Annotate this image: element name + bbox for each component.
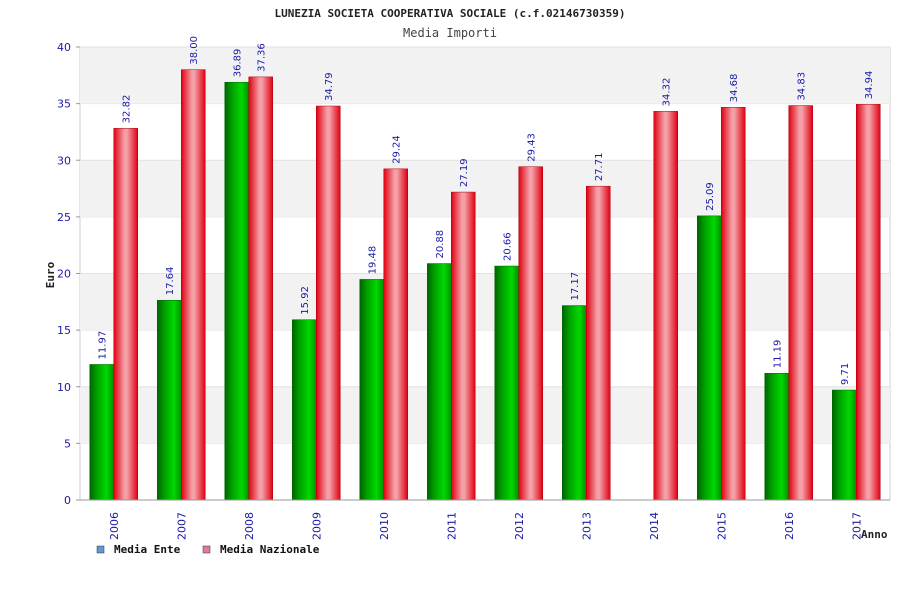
data-label: 34.79 — [324, 72, 335, 101]
data-label: 17.17 — [570, 272, 581, 301]
bar-media-nazionale — [856, 104, 881, 501]
x-tick-label: 2011 — [445, 512, 458, 540]
data-label: 27.19 — [459, 158, 470, 187]
data-label: 38.00 — [189, 36, 200, 65]
legend-swatch-media-nazionale — [202, 545, 211, 554]
x-tick-label: 2010 — [378, 512, 391, 540]
legend-swatch-media-ente — [96, 545, 105, 554]
bar-media-ente — [157, 299, 182, 501]
bar-media-nazionale — [586, 185, 611, 501]
y-tick-label: 5 — [64, 437, 71, 450]
data-label: 17.64 — [165, 267, 176, 296]
x-tick-label: 2006 — [108, 512, 121, 540]
grid-band — [80, 273, 890, 331]
bar-media-ente — [832, 389, 857, 501]
data-label: 32.82 — [122, 95, 133, 124]
legend-label-media-nazionale: Media Nazionale — [220, 543, 320, 556]
data-label: 34.32 — [662, 78, 673, 107]
data-label: 29.24 — [392, 135, 403, 164]
grid-bands — [79, 46, 891, 501]
bar-media-ente — [494, 265, 519, 501]
bar-media-nazionale — [518, 166, 543, 501]
data-label: 15.92 — [300, 286, 311, 315]
data-label: 20.66 — [503, 232, 514, 261]
bar-media-nazionale — [248, 76, 273, 501]
y-axis-label: Euro — [44, 261, 57, 288]
grid-band — [80, 160, 890, 217]
x-tick-label: 2007 — [175, 512, 188, 540]
bar-media-ente — [764, 373, 789, 501]
bar-media-ente — [562, 305, 587, 501]
data-label: 11.97 — [98, 331, 109, 360]
data-label: 9.71 — [840, 363, 851, 385]
x-tick-label: 2008 — [243, 512, 256, 540]
grid-band — [80, 386, 890, 444]
bar-media-nazionale — [788, 105, 813, 501]
y-tick-label: 10 — [57, 381, 71, 394]
y-axis: 0 5 10 15 20 25 30 35 40 — [57, 41, 80, 507]
data-label: 19.48 — [368, 246, 379, 275]
y-tick-label: 40 — [57, 41, 71, 54]
bar-media-ente — [292, 319, 317, 501]
x-axis: 2006 2007 2008 2009 2010 2011 2012 2013 2014 2015… — [80, 499, 890, 540]
chart-subtitle: Media Importi — [403, 26, 497, 40]
data-label: 37.36 — [257, 43, 268, 72]
y-tick-label: 0 — [64, 494, 71, 507]
data-label: 25.09 — [705, 182, 716, 211]
bar-media-nazionale — [113, 128, 138, 501]
y-tick-label: 20 — [57, 268, 71, 281]
x-tick-label: 2015 — [715, 512, 728, 540]
legend: Media Ente Media Nazionale — [96, 543, 320, 556]
bar-media-nazionale — [316, 105, 341, 501]
x-tick-label: 2014 — [648, 512, 661, 540]
data-label: 20.88 — [435, 230, 446, 259]
data-label: 34.68 — [729, 74, 740, 103]
bar-media-nazionale — [653, 111, 678, 501]
legend-label-media-ente: Media Ente — [114, 543, 181, 556]
grid-band — [80, 47, 890, 104]
chart-title: LUNEZIA SOCIETA COOPERATIVA SOCIALE (c.f… — [275, 7, 626, 20]
y-tick-label: 25 — [57, 211, 71, 224]
x-axis-label: Anno — [861, 528, 888, 541]
data-label: 27.71 — [594, 153, 605, 182]
x-tick-label: 2009 — [310, 512, 323, 540]
bar-media-ente — [359, 279, 384, 501]
x-tick-label: 2013 — [580, 512, 593, 540]
x-tick-label: 2012 — [513, 512, 526, 540]
x-tick-label: 2017 — [850, 512, 863, 540]
x-tick-label: 2016 — [783, 512, 796, 540]
bar-media-ente — [224, 81, 249, 501]
bar-media-ente — [427, 263, 452, 501]
y-tick-label: 15 — [57, 324, 71, 337]
data-label: 34.94 — [864, 71, 875, 100]
bar-media-nazionale — [181, 69, 206, 501]
y-tick-label: 35 — [57, 98, 71, 111]
data-label: 11.19 — [773, 340, 784, 369]
data-label: 34.83 — [797, 72, 808, 101]
data-label: 36.89 — [233, 49, 244, 78]
y-tick-label: 30 — [57, 154, 71, 167]
bars: 11.97 32.82 17.64 38.00 36.89 37.36 15.92 34.79… — [89, 36, 881, 501]
bar-media-ente — [89, 364, 114, 501]
bar-media-ente — [697, 215, 722, 501]
data-label: 29.43 — [527, 133, 538, 162]
bar-media-nazionale — [721, 106, 746, 501]
bar-media-nazionale — [451, 191, 476, 501]
bar-media-nazionale — [383, 168, 408, 501]
